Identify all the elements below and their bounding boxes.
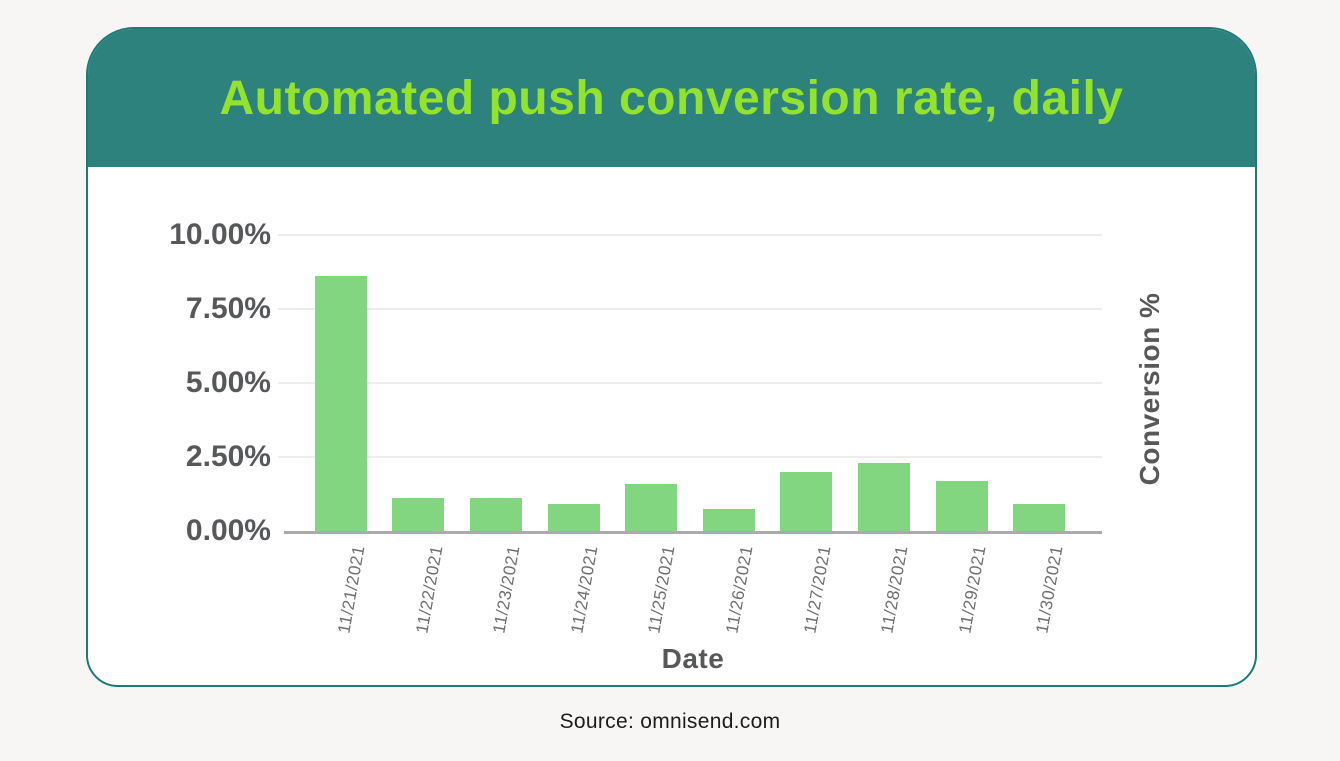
x-tick-label-text: 11/28/2021 xyxy=(877,544,912,635)
bar xyxy=(470,498,522,531)
x-tick-label-text: 11/30/2021 xyxy=(1032,544,1067,635)
chart-header: Automated push conversion rate, daily xyxy=(88,29,1255,167)
x-tick-label-text: 11/27/2021 xyxy=(799,544,835,635)
x-tick-label-text: 11/29/2021 xyxy=(955,544,990,635)
y-tick-label: 7.50% xyxy=(185,292,271,325)
x-tick-label-text: 11/26/2021 xyxy=(722,544,757,635)
bar xyxy=(625,483,678,531)
y-tick-label: 0.00% xyxy=(185,514,271,547)
gridline xyxy=(278,382,1102,384)
gridline xyxy=(278,308,1102,310)
y-axis-title: Conversion % xyxy=(1134,292,1165,486)
bar xyxy=(1013,504,1066,531)
y-tick-label: 10.00% xyxy=(169,218,271,251)
chart-title: Automated push conversion rate, daily xyxy=(219,71,1124,125)
y-tick-label: 2.50% xyxy=(185,440,271,473)
x-tick-label-text: 11/23/2021 xyxy=(489,544,524,635)
bar xyxy=(392,498,445,531)
bar xyxy=(702,508,755,531)
source-caption: Source: omnisend.com xyxy=(559,710,781,733)
bar xyxy=(314,276,367,531)
x-tick-label-text: 11/24/2021 xyxy=(567,544,602,635)
x-tick-label-text: 11/21/2021 xyxy=(334,544,369,635)
chart-card: Automated push conversion rate, daily 0.… xyxy=(86,27,1257,687)
x-tick-label-text: 11/25/2021 xyxy=(644,544,679,635)
gridline xyxy=(278,234,1102,236)
bar xyxy=(858,462,910,531)
y-tick-label: 5.00% xyxy=(185,366,271,399)
bar xyxy=(547,504,600,531)
plot-area: 0.00% 2.50% 5.00% 7.50% 10.00% 11/21/2021 11/2… xyxy=(169,218,1102,635)
bar xyxy=(935,480,988,531)
gridline xyxy=(278,456,1102,458)
bar xyxy=(780,471,833,531)
x-axis-title: Date xyxy=(661,643,725,674)
x-tick-label-text: 11/22/2021 xyxy=(411,544,447,635)
